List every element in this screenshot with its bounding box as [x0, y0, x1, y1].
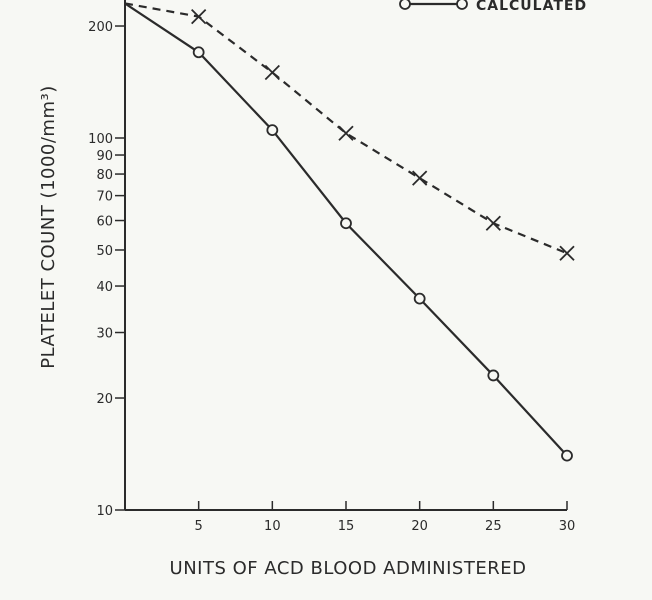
- data-point: [340, 217, 352, 230]
- data-point: [191, 8, 207, 25]
- data-point: [413, 292, 426, 305]
- x-tick-label: 10: [264, 519, 281, 534]
- y-tick-label: 200: [88, 20, 113, 35]
- legend-marker: [456, 0, 468, 10]
- x-tick-label: 30: [559, 519, 576, 534]
- data-point: [561, 449, 573, 462]
- data-point: [485, 215, 501, 231]
- y-tick-label: 70: [96, 190, 113, 205]
- y-tick-label: 90: [96, 149, 113, 164]
- x-tick-label: 25: [485, 519, 502, 534]
- data-point: [487, 369, 500, 382]
- data-point: [559, 245, 575, 261]
- y-tick-label: 10: [96, 504, 113, 519]
- series-line: [124, 2, 568, 255]
- data-point: [266, 124, 279, 137]
- series-0: [124, 2, 575, 261]
- data-point: [264, 64, 280, 81]
- x-tick-label: 5: [195, 519, 203, 534]
- legend-label: CALCULATED: [476, 0, 587, 14]
- y-tick-label: 100: [88, 132, 113, 147]
- data-point: [412, 170, 428, 186]
- y-tick-label: 20: [96, 392, 113, 407]
- legend-marker: [399, 0, 411, 10]
- legend: CALCULATED: [399, 0, 587, 14]
- y-tick-label: 60: [96, 215, 113, 230]
- data-point: [338, 125, 354, 141]
- y-axis-title: PLATELET COUNT (1000/mm³): [38, 85, 59, 369]
- x-axis-title: UNITS OF ACD BLOOD ADMINISTERED: [170, 558, 527, 579]
- series-1: [124, 2, 573, 462]
- x-tick-label: 20: [411, 519, 428, 534]
- axes: 10 20 30 40 50 60 70 80 90 100 200 5 10 15 20 25 30: [88, 0, 575, 534]
- y-tick-label: 50: [96, 244, 113, 259]
- series-layer: [124, 2, 575, 462]
- y-tick-label: 30: [96, 327, 113, 342]
- x-tick-label: 15: [338, 519, 355, 534]
- y-tick-label: 80: [96, 168, 113, 183]
- data-point: [192, 46, 205, 59]
- y-tick-label: 40: [96, 280, 113, 295]
